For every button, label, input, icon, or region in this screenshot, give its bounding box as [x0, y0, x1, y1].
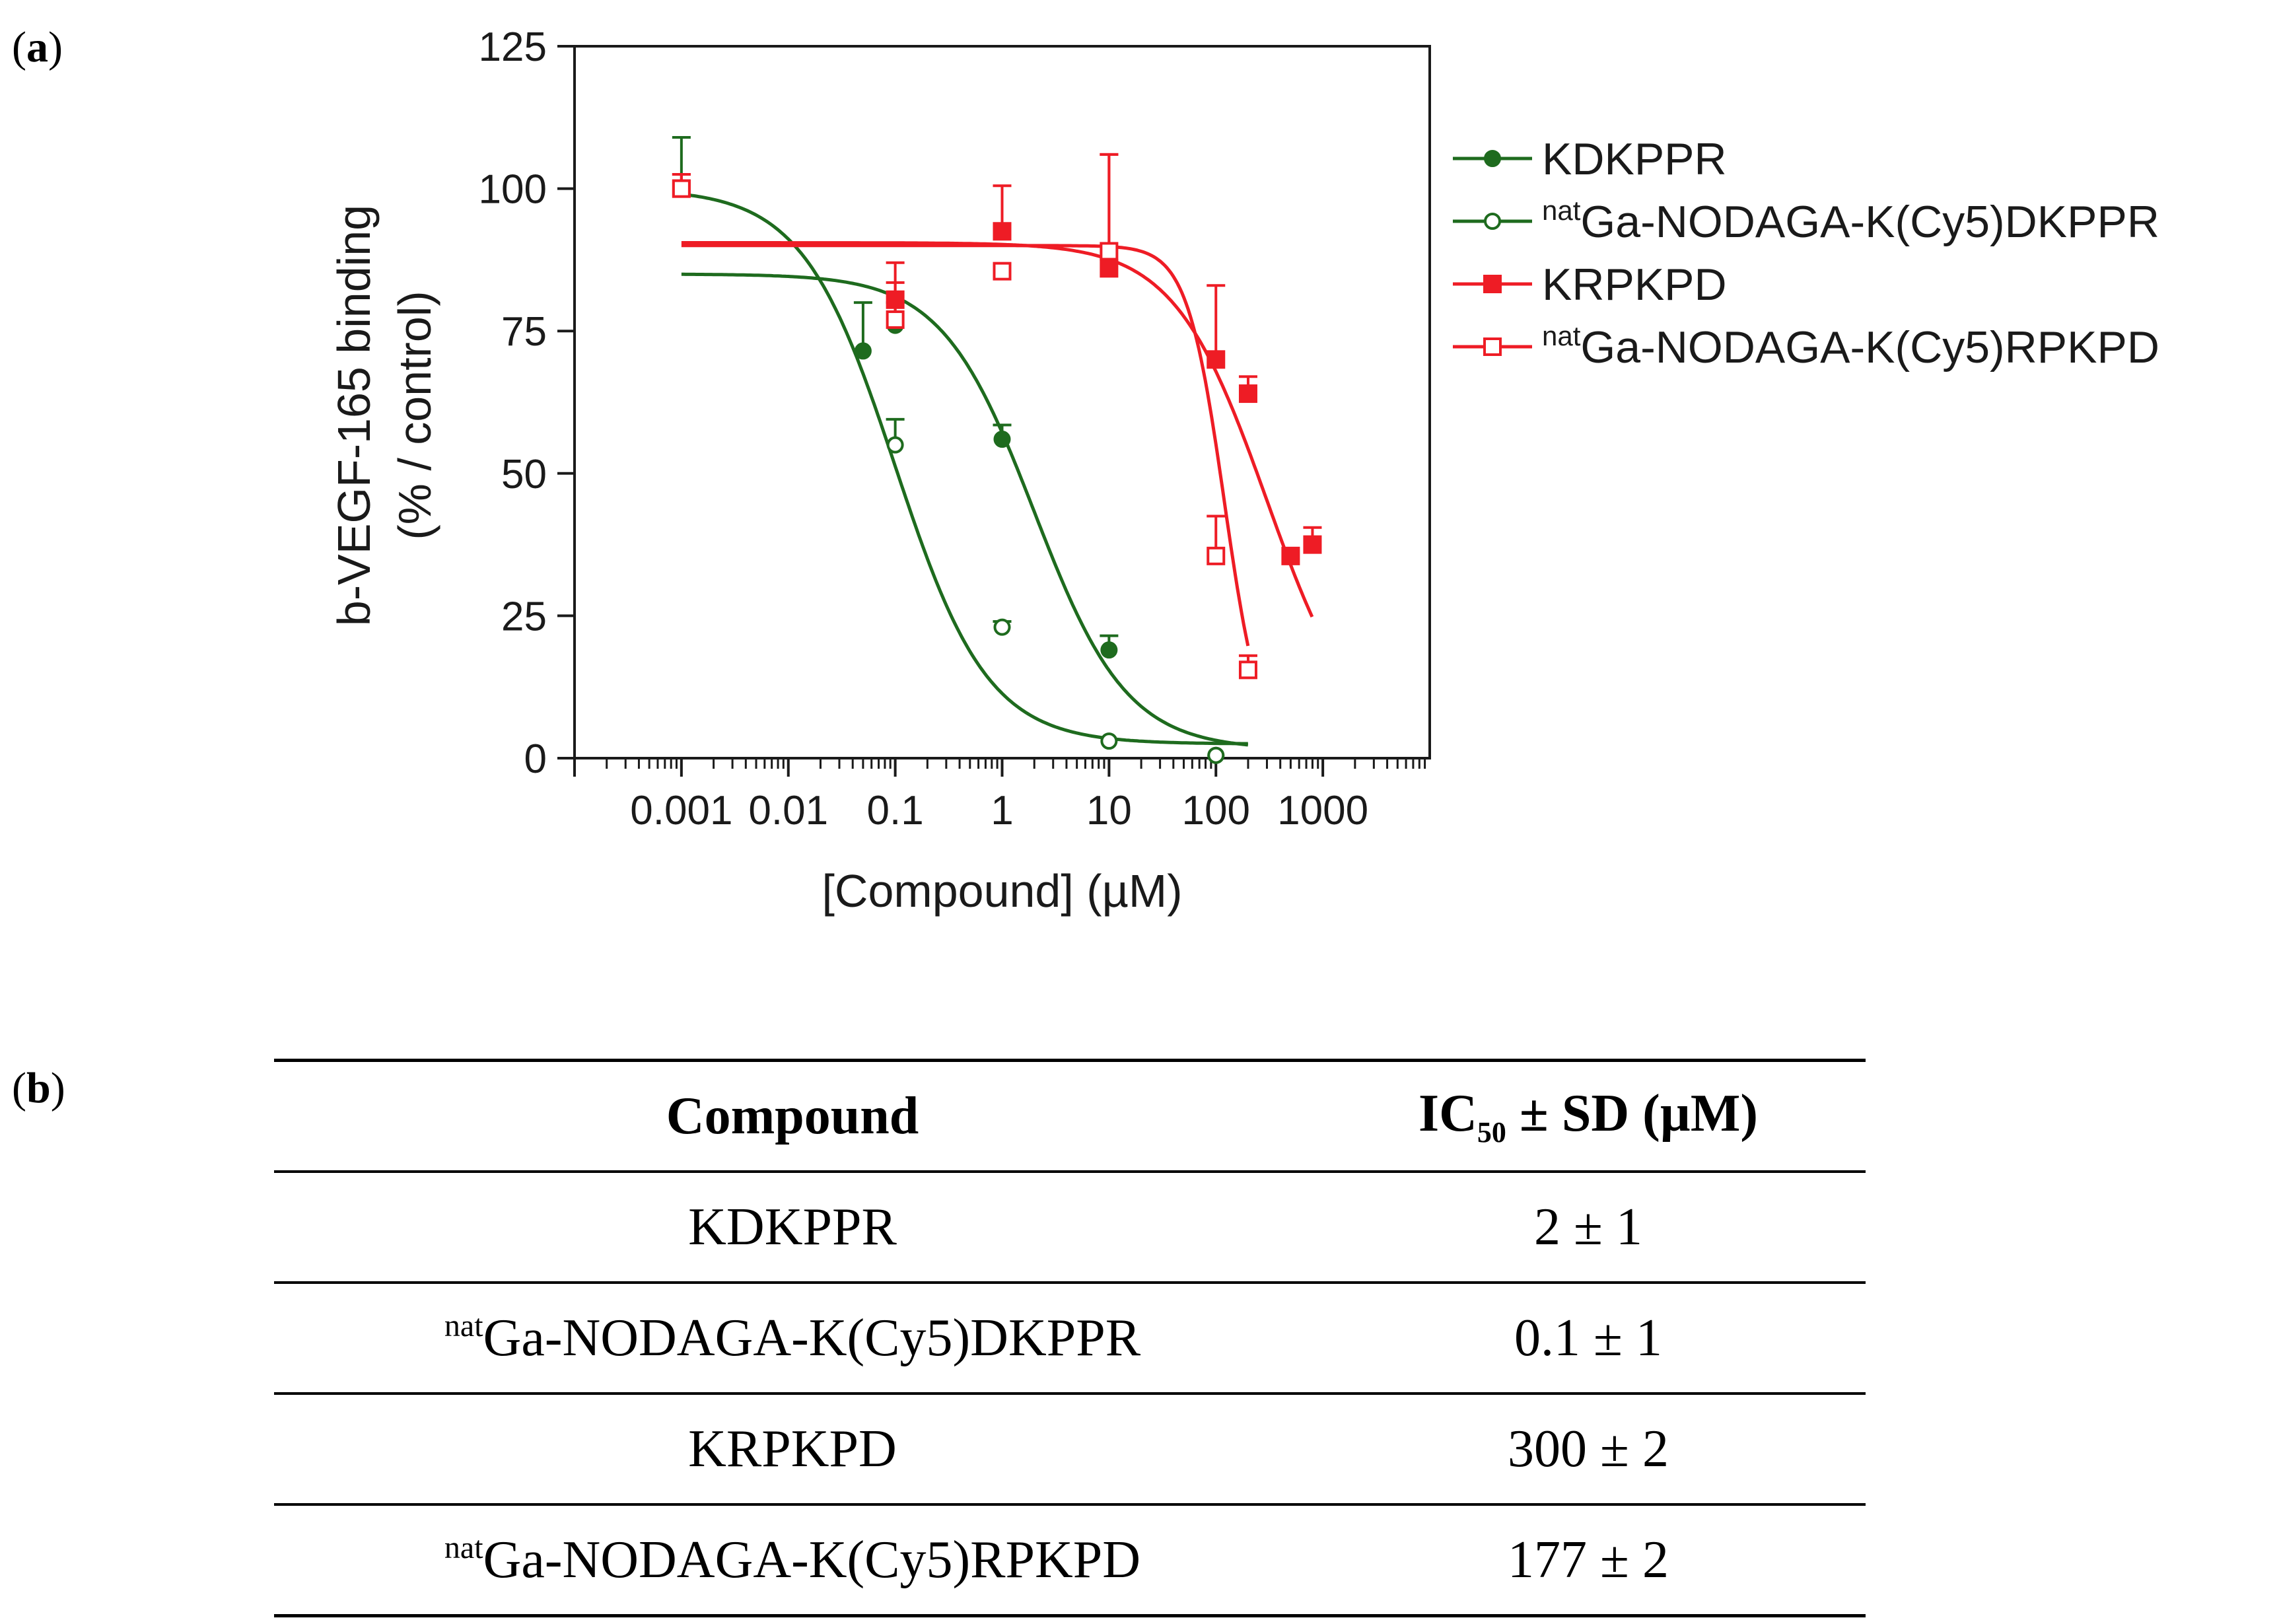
- x-tick-label: 1000: [1277, 788, 1368, 833]
- data-point: [1100, 259, 1119, 278]
- y-axis-title-line2: (% / control): [389, 291, 440, 540]
- table-row: natGa-NODAGA-K(Cy5)DKPPR 0.1 ± 1: [274, 1283, 1866, 1394]
- legend-label: KRPKPD: [1542, 260, 1727, 310]
- data-point: [1238, 384, 1257, 404]
- y-tick-label: 75: [501, 309, 547, 355]
- plot-frame: [573, 45, 1431, 759]
- x-tick-label: 0.1: [867, 788, 924, 833]
- legend-marker: [1483, 337, 1502, 356]
- legend-marker: [1483, 275, 1502, 293]
- data-point: [993, 618, 1011, 636]
- legend-marker: [1484, 150, 1501, 167]
- header-ic50: IC50 ± SD (µM): [1419, 1084, 1758, 1148]
- row-ic50: 0.1 ± 1: [1514, 1308, 1662, 1367]
- fit-curve-2: [681, 192, 1248, 746]
- data-point: [1100, 641, 1118, 659]
- table-row: KDKPPR 2 ± 1: [274, 1172, 1866, 1283]
- x-axis-title: [Compound] (µM): [822, 865, 1182, 917]
- data-point: [1100, 732, 1118, 750]
- dose-response-chart: 0 25 50 75 100 125 0.001 0.01 0.1 1 10 100 1000 [Comp…: [328, 24, 2159, 917]
- table-header-row: Compound IC50 ± SD (µM): [274, 1060, 1866, 1172]
- x-tick-label: 1: [991, 788, 1013, 833]
- row-ic50: 300 ± 2: [1508, 1419, 1669, 1478]
- data-point: [1303, 535, 1322, 554]
- ic50-table: Compound IC50 ± SD (µM) KDKPPR 2 ± 1 nat…: [274, 1059, 1866, 1617]
- legend-label: natGa-NODAGA-K(Cy5)DKPPR: [1542, 195, 2159, 247]
- panel-label-b: (b): [12, 1064, 65, 1112]
- y-tick-label: 0: [524, 736, 547, 782]
- row-compound: KRPKPD: [688, 1419, 897, 1478]
- row-compound: natGa-NODAGA-K(Cy5)RPKPD: [444, 1530, 1141, 1589]
- fit-curve-1: [681, 272, 1249, 747]
- legend-marker: [1484, 213, 1501, 230]
- data-point: [993, 262, 1012, 281]
- table-row: natGa-NODAGA-K(Cy5)RPKPD 177 ± 2: [274, 1504, 1866, 1616]
- legend-label: KDKPPR: [1542, 134, 1727, 184]
- header-compound: Compound: [666, 1086, 919, 1145]
- data-point: [1207, 350, 1226, 369]
- data-point: [1100, 242, 1119, 261]
- data-point: [886, 310, 905, 329]
- data-point: [1207, 746, 1225, 764]
- row-compound: natGa-NODAGA-K(Cy5)DKPPR: [444, 1308, 1141, 1367]
- y-tick-label: 125: [479, 24, 547, 70]
- data-point: [886, 290, 905, 309]
- legend-label: natGa-NODAGA-K(Cy5)RPKPD: [1542, 320, 2159, 372]
- panel-label-a: (a): [12, 23, 63, 71]
- row-ic50: 177 ± 2: [1508, 1530, 1669, 1589]
- ic50-table-wrap: Compound IC50 ± SD (µM) KDKPPR 2 ± 1 nat…: [274, 1059, 1866, 1617]
- data-point: [672, 179, 691, 198]
- fit-curve-4: [681, 244, 1250, 647]
- x-tick-label: 100: [1182, 788, 1250, 833]
- data-point: [993, 431, 1011, 448]
- x-tick-label: 0.001: [630, 788, 732, 833]
- data-point: [1281, 546, 1300, 565]
- x-tick-label: 0.01: [748, 788, 828, 833]
- y-tick-label: 25: [501, 594, 547, 639]
- data-point: [886, 436, 904, 454]
- data-point: [1207, 546, 1226, 565]
- data-point: [854, 342, 872, 360]
- x-tick-label: 10: [1086, 788, 1132, 833]
- row-compound: KDKPPR: [688, 1197, 897, 1256]
- row-ic50: 2 ± 1: [1534, 1197, 1642, 1256]
- y-axis-title-line1: b-VEGF-165 binding: [328, 205, 380, 626]
- data-point: [993, 222, 1012, 241]
- table-row: KRPKPD 300 ± 2: [274, 1394, 1866, 1504]
- y-tick-label: 50: [501, 452, 547, 497]
- data-point: [1238, 660, 1257, 680]
- y-tick-label: 100: [479, 167, 547, 213]
